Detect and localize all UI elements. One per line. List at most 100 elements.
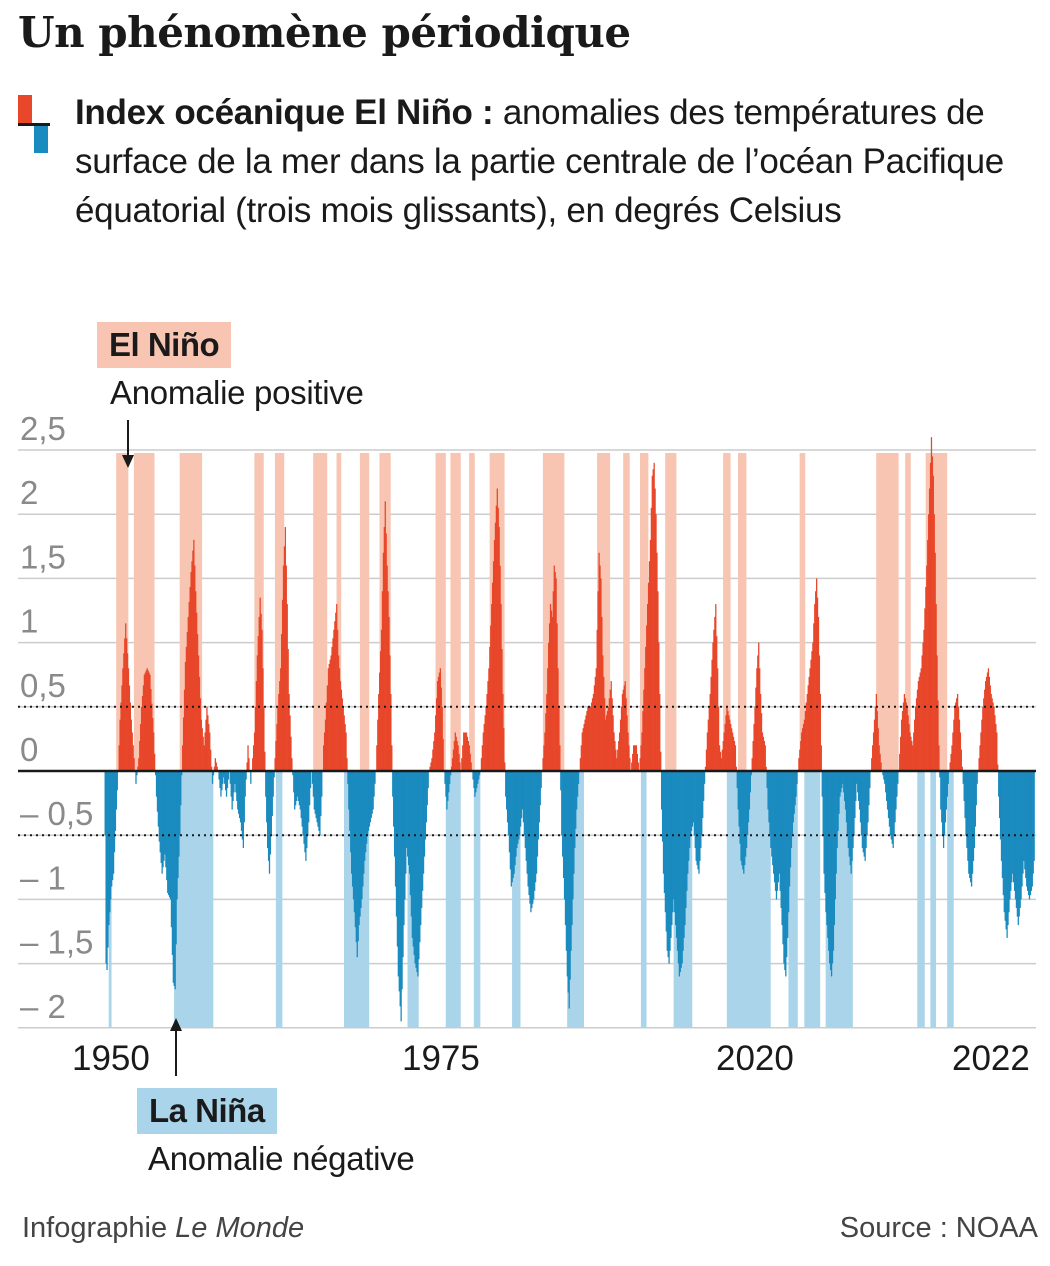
anomaly-bar [764,745,766,771]
anomaly-bar [259,597,261,771]
anomaly-bar [614,741,616,771]
anomaly-bar [624,681,626,771]
anomaly-bar [376,745,378,771]
anomaly-bar [703,771,705,801]
anomaly-bar [730,723,732,771]
anomaly-bar [347,771,349,784]
anomaly-bar [801,728,804,771]
anomaly-bar [801,732,803,771]
anomaly-bar [874,706,877,771]
anomaly-bar [1031,771,1033,887]
anomaly-bar [662,771,665,874]
anomaly-bar [581,732,583,771]
anomaly-bar [831,771,834,964]
anomaly-bar [923,629,925,771]
anomaly-bar [849,771,851,866]
anomaly-bar [576,771,579,797]
anomaly-bar [1022,771,1024,874]
anomaly-bar [193,539,195,771]
anomaly-bar [848,771,850,857]
subtitle-bold: Index océanique El Niño : [75,93,494,132]
anomaly-bar [759,693,762,771]
anomaly-bar [331,646,333,771]
anomaly-bar [645,646,647,771]
anomaly-bar [995,723,997,771]
el-nino-band [274,453,285,771]
anomaly-bar [661,771,664,842]
anomaly-bar [832,771,835,951]
anomaly-bar [317,771,319,827]
anomaly-bar [258,616,260,771]
la-nina-band [275,771,283,1028]
anomaly-bar [192,550,194,771]
anomaly-bar [329,659,331,771]
anomaly-bar [669,771,671,951]
anomaly-bar [385,533,387,771]
anomaly-bar [327,668,329,771]
anomaly-bar [178,771,180,857]
anomaly-bar [787,771,790,913]
anomaly-bar [185,646,188,771]
anomaly-bar [911,741,913,771]
anomaly-bar [292,771,294,776]
anomaly-bar [877,728,879,771]
anomaly-bar [263,706,265,771]
anomaly-bar [784,771,786,971]
credit-publication: Le Monde [175,1212,305,1244]
anomaly-bar [999,771,1002,840]
anomaly-bar [610,681,612,771]
anomaly-bar [562,771,564,857]
anomaly-bar [760,713,763,771]
anomaly-bar [639,758,641,771]
anomaly-bar [940,771,942,810]
anomaly-bar [360,771,362,908]
anomaly-bar [998,771,1001,819]
anomaly-bar [766,771,768,789]
anomaly-bar [387,591,389,771]
anomaly-bar [553,565,555,771]
anomaly-bar [946,771,948,797]
anomaly-bar [933,514,935,771]
anomaly-bar [449,771,451,784]
anomaly-bar [534,771,536,891]
anomaly-bar [538,771,540,823]
anomaly-bar [504,762,506,771]
anomaly-bar [846,771,849,836]
anomaly-bar [163,771,165,861]
anomaly-bar [710,676,712,771]
anomaly-bar [326,685,329,771]
anomaly-bar [414,771,416,964]
anomaly-bar [597,591,599,771]
anomaly-bar [195,591,197,771]
anomaly-bar [815,578,818,771]
anomaly-bar [648,561,651,771]
anomaly-bar [654,488,656,771]
anomaly-bar [378,693,380,771]
anomaly-bar [512,771,514,878]
anomaly-bar [430,762,432,771]
el-nino-band [623,453,630,771]
anomaly-bar [144,672,146,771]
anomaly-bar [126,653,129,771]
anomaly-bar [591,698,594,771]
anomaly-bar [302,771,304,836]
anomaly-bar [492,561,495,771]
legend-icon [18,95,52,157]
anomaly-bar [477,771,479,784]
anomaly-bar [446,771,448,810]
anomaly-bar [773,771,775,874]
anomaly-bar [809,668,811,771]
anomaly-bar [1026,771,1029,891]
anomaly-bar [671,771,673,926]
anomaly-bar [926,565,928,771]
anomaly-bar [199,698,202,771]
anomaly-bar [182,717,185,771]
anomaly-bar [325,702,328,771]
credit: Infographie Le Monde [22,1212,304,1245]
anomaly-bar [281,599,284,771]
anomaly-bar [590,702,593,771]
anomaly-bar [1010,771,1012,891]
anomaly-bar [138,758,140,771]
anomaly-bar [869,771,871,789]
anomaly-bar [1023,771,1025,861]
